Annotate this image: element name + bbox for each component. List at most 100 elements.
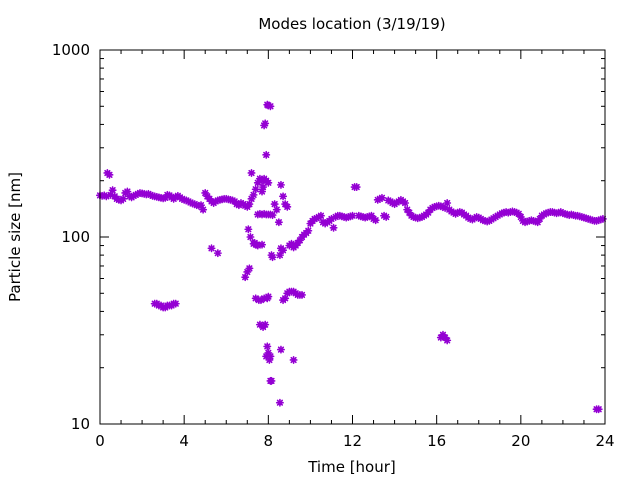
data-point: [261, 119, 270, 128]
data-point: [382, 212, 391, 221]
data-point: [259, 183, 268, 192]
data-point: [598, 214, 607, 223]
data-point: [535, 214, 544, 223]
data-point: [258, 187, 267, 196]
data-point: [279, 246, 288, 255]
data-point: [243, 267, 252, 276]
data-point: [146, 190, 155, 199]
data-point: [272, 205, 281, 214]
data-point: [199, 205, 208, 214]
data-point: [265, 355, 274, 364]
data-point: [316, 211, 325, 220]
data-point: [377, 193, 386, 202]
x-tick-label: 12: [343, 432, 362, 450]
data-point: [197, 201, 205, 210]
data-point: [401, 198, 410, 207]
data-point: [279, 192, 288, 201]
data-point: [352, 183, 361, 192]
data-point: [253, 241, 262, 250]
data-point: [514, 209, 523, 218]
data-point: [264, 292, 273, 301]
data-point: [443, 198, 452, 207]
data-point: [295, 236, 304, 245]
x-tick-label: 24: [595, 432, 614, 450]
y-tick-label: 100: [61, 228, 90, 246]
axis-tick-labels: 0 4 8 12 16 20 24 10 100 1000: [52, 41, 615, 450]
data-point: [144, 189, 153, 198]
data-point: [245, 200, 254, 209]
data-point: [247, 194, 256, 203]
y-tick-label: 1000: [52, 41, 90, 59]
data-point: [213, 249, 222, 258]
data-point: [533, 218, 542, 227]
axis-ticks: [99, 49, 606, 425]
data-point: [244, 225, 253, 234]
data-point: [241, 273, 250, 282]
data-point: [133, 189, 142, 198]
data-point: [267, 376, 276, 385]
data-point: [281, 294, 290, 303]
data-point: [119, 194, 128, 203]
data-point: [371, 216, 380, 225]
data-point: [276, 180, 285, 189]
data-point: [131, 190, 140, 199]
x-axis-label: Time [hour]: [307, 458, 396, 476]
data-point: [275, 251, 284, 260]
data-point: [261, 320, 270, 329]
data-point: [249, 190, 258, 199]
data-point: [274, 218, 283, 227]
data-point: [266, 102, 275, 111]
data-point: [106, 190, 115, 199]
data-point: [329, 223, 338, 232]
data-point: [258, 240, 267, 249]
data-point: [123, 187, 132, 196]
data-point: [247, 168, 256, 177]
data-point: [270, 200, 279, 209]
x-tick-label: 8: [264, 432, 274, 450]
x-tick-label: 4: [179, 432, 189, 450]
data-point: [264, 101, 273, 110]
data-points: [96, 100, 607, 414]
data-point: [298, 290, 306, 299]
data-point: [102, 192, 111, 201]
y-tick-label: 10: [71, 415, 90, 433]
data-point: [251, 294, 260, 303]
data-point: [201, 188, 210, 197]
plot-frame: [99, 49, 606, 425]
data-point: [264, 178, 273, 187]
data-point: [251, 185, 260, 194]
data-point: [246, 233, 255, 241]
x-tick-label: 20: [511, 432, 530, 450]
data-point: [276, 345, 285, 354]
data-point: [443, 336, 452, 345]
x-tick-label: 0: [95, 432, 105, 450]
data-point: [207, 244, 216, 253]
data-point: [255, 320, 264, 329]
y-axis-label: Particle size [nm]: [6, 172, 24, 302]
data-point: [367, 211, 376, 220]
data-point: [105, 170, 114, 179]
data-point: [171, 299, 180, 308]
chart-title: Modes location (3/19/19): [258, 15, 445, 33]
x-tick-label: 16: [427, 432, 446, 450]
data-point: [256, 296, 265, 305]
data-point: [287, 239, 296, 248]
data-point: [264, 348, 273, 357]
data-point: [283, 202, 292, 211]
data-point: [108, 186, 117, 195]
data-point: [594, 405, 603, 414]
data-point: [268, 211, 277, 220]
data-point: [304, 226, 313, 235]
data-point: [275, 398, 284, 407]
data-point: [348, 211, 357, 220]
data-point: [289, 355, 298, 364]
data-point: [266, 352, 275, 361]
data-point: [441, 203, 450, 212]
data-point: [262, 352, 271, 361]
data-point: [262, 150, 271, 159]
data-point: [516, 212, 525, 221]
data-point: [245, 264, 254, 273]
data-point: [263, 342, 272, 351]
data-point: [253, 178, 262, 187]
